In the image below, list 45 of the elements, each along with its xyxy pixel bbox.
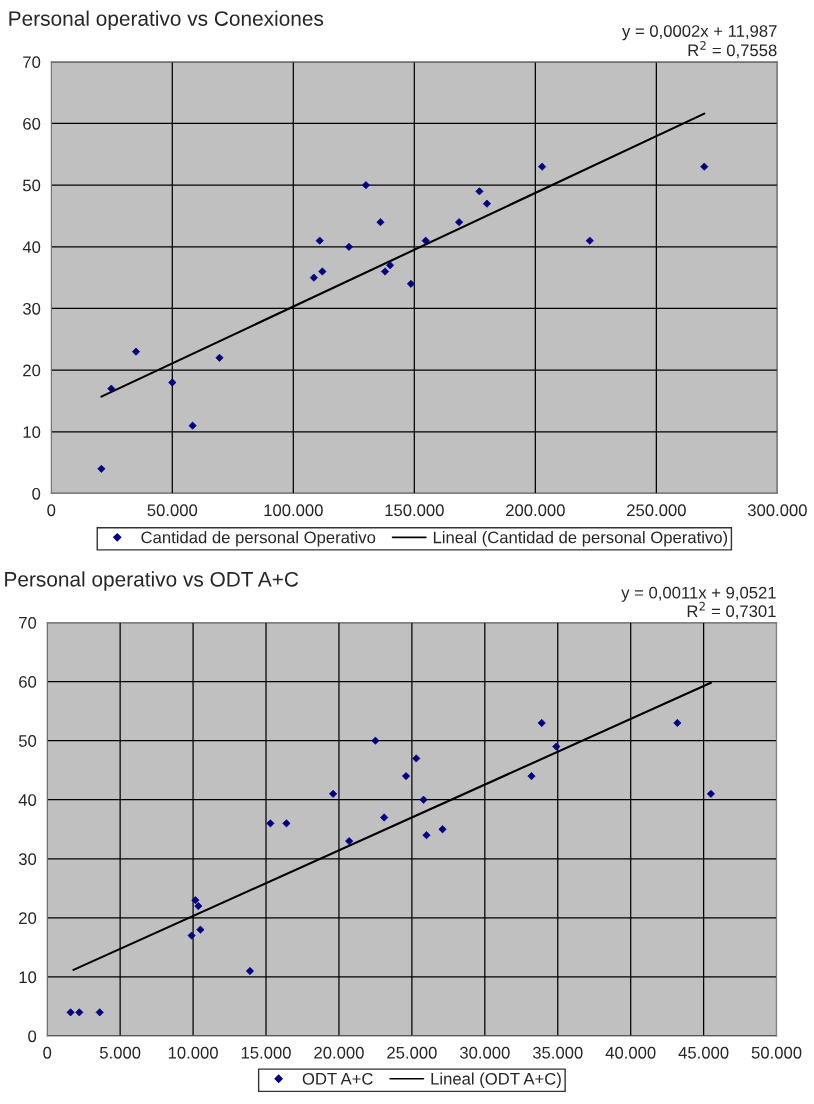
y-tick-label: 20 — [19, 912, 37, 925]
legend-label: Lineal (ODT A+C) — [431, 1072, 561, 1088]
legend-label: ODT A+C — [302, 1072, 373, 1085]
x-tick-label: 20.000 — [314, 1046, 364, 1059]
y-tick-label: 50 — [23, 179, 41, 192]
x-tick-label: 250.000 — [627, 504, 686, 517]
x-tick-label: 15.000 — [241, 1046, 291, 1059]
y-tick-label: 0 — [32, 487, 41, 500]
y-tick-label: 60 — [23, 117, 41, 130]
y-tick-label: 10 — [19, 971, 37, 984]
x-tick-label: 45.000 — [678, 1046, 729, 1059]
x-tick-label: 0 — [47, 504, 56, 517]
y-tick-label: 10 — [23, 426, 41, 439]
y-tick-label: 40 — [18, 794, 37, 806]
x-tick-label: 100.000 — [264, 504, 323, 517]
y-tick-label: 0 — [28, 1030, 37, 1043]
x-tick-label: 0 — [43, 1046, 52, 1059]
chart-title: Personal operativo vs ODT A+C — [5, 571, 299, 591]
x-tick-label: 150.000 — [385, 504, 444, 517]
y-tick-label: 70 — [23, 56, 41, 69]
x-tick-label: 40.000 — [605, 1046, 656, 1059]
x-tick-label: 25.000 — [387, 1046, 437, 1059]
y-tick-label: 50 — [18, 735, 37, 747]
point — [527, 772, 536, 781]
legend-label: Cantidad de personal Operativo — [141, 531, 376, 547]
text: R$^{2}$ = 0,7558 — [688, 41, 777, 59]
text: y = 0,0002x + 11,987 — [622, 25, 777, 41]
y-tick-label: 20 — [23, 364, 41, 377]
y-tick-label: 70 — [19, 616, 37, 629]
x-tick-label: 5.000 — [99, 1046, 141, 1059]
x-tick-label: 200.000 — [506, 504, 565, 517]
chart-title: Personal operativo vs Conexiones — [9, 10, 324, 31]
y-tick-label: 60 — [19, 676, 37, 688]
x-tick-label: 10.000 — [168, 1046, 218, 1059]
legend-label: Lineal (Cantidad de personal Operativo) — [433, 531, 728, 547]
text: R$^{2}$ = 0,7301 — [687, 601, 776, 620]
y-tick-label: 30 — [22, 302, 41, 315]
x-tick-label: 50.000 — [751, 1046, 802, 1059]
y-tick-label: 30 — [18, 853, 37, 865]
x-tick-label: 35.000 — [532, 1046, 583, 1059]
y-tick-label: 40 — [22, 241, 41, 254]
x-tick-label: 30.000 — [459, 1046, 510, 1059]
text: y = 0,0011x + 9,0521 — [621, 586, 776, 602]
x-tick-label: 50.000 — [147, 504, 198, 517]
x-tick-label: 300.000 — [747, 504, 807, 517]
